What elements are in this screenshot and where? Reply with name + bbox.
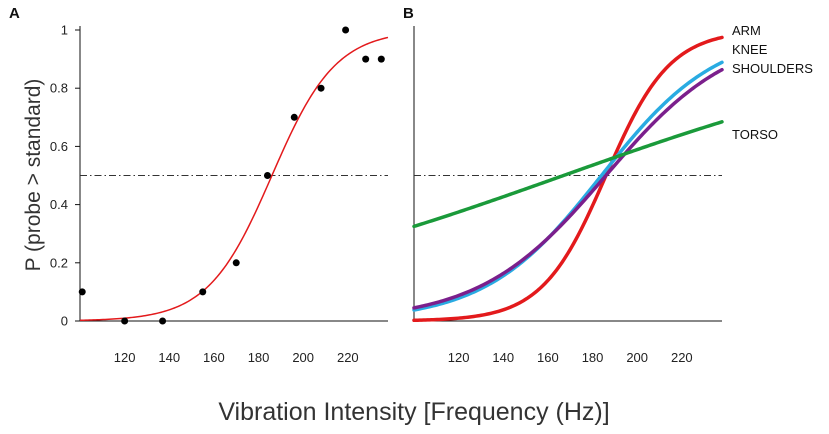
panel-a-data-point bbox=[199, 288, 207, 296]
panel-a-y-tick-label: 1 bbox=[61, 23, 68, 38]
panel-a-axes bbox=[79, 26, 388, 322]
panel-b-label: B bbox=[403, 5, 414, 22]
panel-b-x-tick-label: 200 bbox=[626, 350, 648, 365]
y-axis-label: P (probe > standard) bbox=[22, 79, 45, 272]
panel-b-series-knee bbox=[412, 60, 724, 312]
panel-a-y-tick-label: 0.8 bbox=[50, 81, 68, 96]
panel-a-y-tick-label: 0.4 bbox=[50, 197, 68, 212]
panel-a-x-tick-label: 180 bbox=[248, 350, 270, 365]
panel-a-x-tick-label: 140 bbox=[158, 350, 180, 365]
panel-a-data-point bbox=[290, 113, 298, 121]
panel-a-data-point bbox=[317, 84, 325, 92]
panel-b-series-torso bbox=[412, 120, 724, 229]
panel-a-y-tick-label: 0.6 bbox=[50, 139, 68, 154]
panel-b-ticks: 120 140 160 180 200 220 bbox=[448, 350, 693, 365]
panel-a-data-point bbox=[263, 172, 271, 179]
panel-a-y-tick-label: 0.2 bbox=[50, 255, 68, 270]
panel-b: B 120 140 160 180 200 220 ARM KNEE SHOULDERS TOR… bbox=[403, 5, 813, 365]
panel-b-x-tick-label: 120 bbox=[448, 350, 470, 365]
legend-label-shoulders: SHOULDERS bbox=[732, 61, 813, 76]
panel-a: A 0 0.2 0.4 0.6 0.8 1 120 140 160 180 200 220 bbox=[9, 5, 389, 366]
panel-a-data-point bbox=[342, 26, 350, 34]
panel-a-x-tick-label: 120 bbox=[114, 350, 136, 365]
legend-label-arm: ARM bbox=[732, 23, 761, 38]
panel-b-x-tick-label: 180 bbox=[582, 350, 604, 365]
panel-a-data-point bbox=[78, 288, 86, 296]
panel-a-points bbox=[78, 26, 385, 325]
panel-b-x-tick-label: 160 bbox=[537, 350, 559, 365]
panel-b-x-tick-label: 220 bbox=[671, 350, 693, 365]
panel-a-x-tick-label: 200 bbox=[292, 350, 314, 365]
panel-a-x-tick-label: 220 bbox=[337, 350, 359, 365]
legend-label-knee: KNEE bbox=[732, 42, 768, 57]
panel-a-x-tick-label: 160 bbox=[203, 350, 225, 365]
panel-b-x-tick-label: 140 bbox=[492, 350, 514, 365]
legend-label-torso: TORSO bbox=[732, 127, 778, 142]
panel-a-data-point bbox=[159, 317, 167, 325]
panel-a-fit bbox=[79, 36, 389, 322]
panel-a-label: A bbox=[9, 5, 20, 22]
panel-a-data-point bbox=[377, 55, 385, 63]
panel-b-series-arm bbox=[412, 35, 724, 323]
panel-b-legend: ARM KNEE SHOULDERS TORSO bbox=[732, 23, 813, 142]
panel-b-series-shoulders bbox=[412, 67, 724, 310]
panel-a-data-point bbox=[362, 55, 370, 63]
panel-a-y-tick-label: 0 bbox=[61, 314, 68, 329]
panel-b-series bbox=[412, 35, 724, 323]
panel-a-fit-curve bbox=[79, 36, 389, 322]
x-axis-label: Vibration Intensity [Frequency (Hz)] bbox=[218, 398, 609, 426]
panel-a-data-point bbox=[232, 259, 240, 267]
panel-a-data-point bbox=[121, 317, 129, 325]
panel-a-ticks: 0 0.2 0.4 0.6 0.8 1 120 140 160 180 200 220 bbox=[50, 23, 359, 366]
panel-b-axes bbox=[413, 26, 722, 322]
